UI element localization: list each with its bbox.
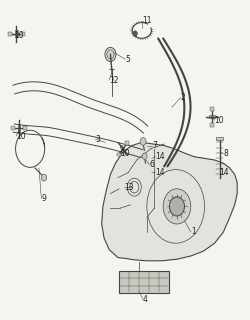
Bar bbox=[20, 32, 24, 36]
Text: 10: 10 bbox=[16, 132, 26, 140]
Text: 14: 14 bbox=[155, 168, 164, 177]
Text: 13: 13 bbox=[124, 183, 133, 192]
Text: 3: 3 bbox=[95, 135, 100, 144]
Circle shape bbox=[140, 138, 145, 145]
Bar bbox=[216, 137, 222, 140]
Text: 12: 12 bbox=[109, 76, 118, 84]
Text: 5: 5 bbox=[125, 55, 130, 64]
Text: 14: 14 bbox=[155, 152, 164, 161]
Text: 1: 1 bbox=[190, 228, 195, 236]
Bar bbox=[10, 126, 14, 130]
Text: 10: 10 bbox=[14, 31, 23, 40]
Text: 8: 8 bbox=[222, 149, 227, 158]
Text: 2: 2 bbox=[180, 93, 185, 102]
Text: 9: 9 bbox=[41, 194, 46, 203]
Bar bbox=[15, 30, 18, 37]
Bar bbox=[120, 145, 125, 152]
Text: 6: 6 bbox=[149, 160, 154, 169]
Bar bbox=[125, 141, 129, 145]
Text: 11: 11 bbox=[141, 16, 151, 25]
Bar bbox=[209, 123, 213, 127]
Text: 10: 10 bbox=[120, 149, 130, 158]
Circle shape bbox=[169, 197, 184, 216]
Circle shape bbox=[41, 174, 46, 181]
Bar bbox=[116, 153, 120, 156]
Bar bbox=[208, 115, 214, 118]
Text: 14: 14 bbox=[219, 168, 228, 177]
Text: 4: 4 bbox=[142, 295, 147, 304]
Text: 10: 10 bbox=[214, 116, 223, 124]
Circle shape bbox=[132, 31, 137, 36]
Circle shape bbox=[104, 47, 116, 61]
Text: 7: 7 bbox=[151, 141, 156, 150]
Bar bbox=[23, 126, 27, 130]
Polygon shape bbox=[101, 142, 236, 261]
Bar bbox=[209, 107, 213, 111]
Bar bbox=[18, 124, 20, 132]
Bar bbox=[8, 32, 12, 36]
Circle shape bbox=[162, 189, 190, 224]
Circle shape bbox=[142, 153, 146, 159]
Bar bbox=[119, 271, 169, 293]
